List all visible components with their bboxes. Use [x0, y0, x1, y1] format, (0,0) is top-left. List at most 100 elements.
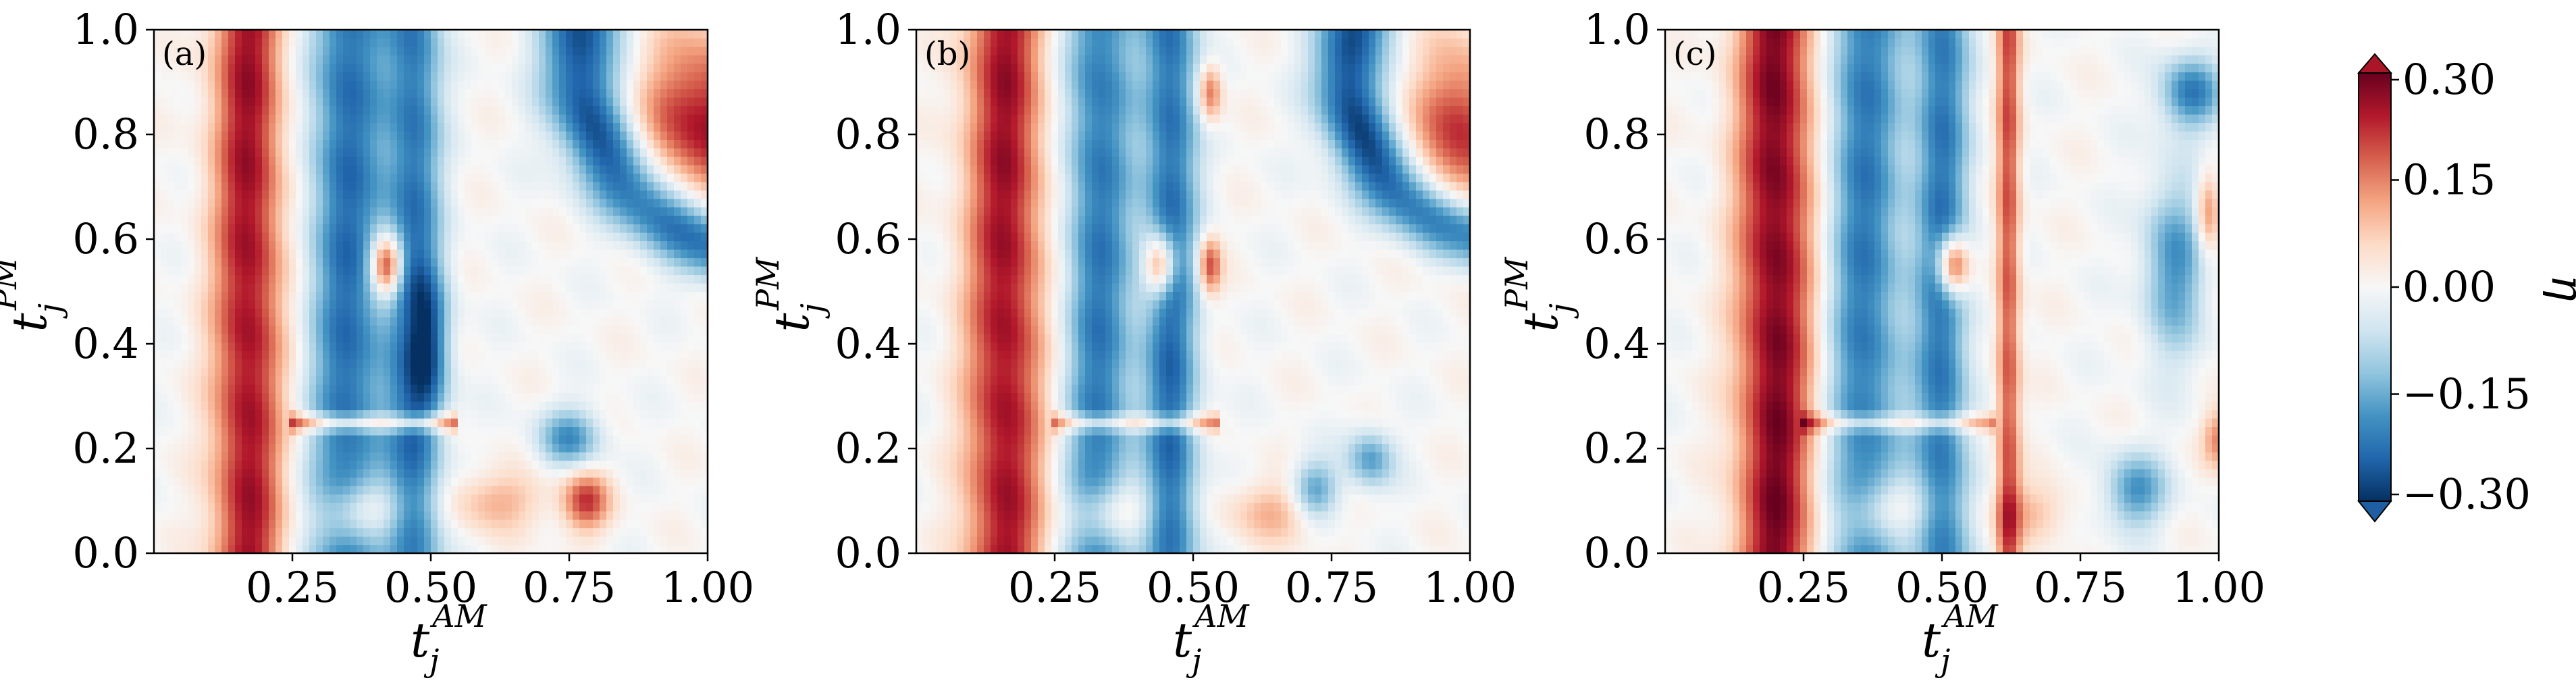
heatmap-cell [363, 274, 371, 284]
heatmap-cell [573, 215, 580, 225]
heatmap-cell [566, 367, 573, 377]
heatmap-cell [215, 165, 222, 174]
heatmap-cell [573, 351, 580, 360]
heatmap-cell [384, 503, 391, 512]
heatmap-cell [411, 148, 418, 157]
heatmap-cell [525, 528, 533, 537]
heatmap-cell [600, 215, 607, 225]
heatmap-cell [640, 392, 648, 402]
heatmap-cell [215, 114, 222, 124]
heatmap-cell [593, 452, 600, 461]
heatmap-cell [397, 460, 404, 469]
heatmap-cell [559, 131, 567, 140]
heatmap-cell [559, 452, 567, 461]
heatmap-cell [498, 494, 506, 503]
heatmap-cell [154, 342, 161, 351]
heatmap-cell [323, 80, 330, 90]
heatmap-cell [397, 300, 404, 309]
heatmap-cell [377, 376, 384, 385]
heatmap-cell [181, 418, 188, 428]
heatmap-cell [235, 367, 242, 377]
heatmap-cell [208, 257, 215, 267]
heatmap-cell [208, 30, 215, 39]
heatmap-cell [248, 392, 256, 402]
heatmap-cell [485, 460, 492, 469]
heatmap-cell [303, 511, 310, 520]
heatmap-cell [687, 47, 695, 56]
heatmap-cell [579, 257, 587, 267]
heatmap-cell [512, 384, 519, 394]
heatmap-cell [404, 240, 411, 250]
heatmap-cell [323, 519, 330, 529]
heatmap-cell [397, 232, 404, 242]
heatmap-cell [269, 452, 276, 461]
heatmap-cell [525, 300, 533, 309]
heatmap-cell [228, 165, 236, 174]
heatmap-cell [627, 401, 634, 411]
heatmap-cell [687, 72, 695, 81]
heatmap-cell [660, 38, 668, 47]
heatmap-cell [248, 80, 256, 90]
heatmap-cell [471, 249, 479, 259]
heatmap-cell [275, 486, 283, 495]
heatmap-cell [633, 528, 641, 537]
heatmap-cell [221, 317, 229, 326]
heatmap-cell [573, 477, 580, 486]
heatmap-cell [431, 325, 438, 334]
heatmap-cell [221, 257, 229, 267]
heatmap-cell [586, 367, 594, 377]
heatmap-cell [471, 300, 479, 309]
heatmap-cell [654, 528, 661, 537]
heatmap-cell [181, 460, 188, 469]
heatmap-cell [566, 114, 573, 124]
heatmap-cell [397, 114, 404, 124]
heatmap-cell [248, 308, 256, 317]
heatmap-cell [296, 257, 303, 267]
heatmap-cell [667, 435, 675, 444]
heatmap-cell [221, 240, 229, 250]
heatmap-cell [465, 148, 472, 157]
heatmap-cell [194, 182, 202, 191]
heatmap-cell [613, 266, 621, 276]
heatmap-cell [478, 418, 485, 428]
heatmap-cell [620, 47, 627, 56]
heatmap-cell [235, 334, 242, 343]
heatmap-cell [654, 494, 661, 503]
heatmap-cell [681, 308, 688, 317]
heatmap-cell [357, 544, 364, 554]
heatmap-cell [546, 342, 553, 351]
heatmap-cell [606, 477, 614, 486]
heatmap-cell [357, 232, 364, 242]
heatmap-cell [593, 97, 600, 107]
heatmap-cell [357, 165, 364, 174]
heatmap-cell [647, 401, 654, 411]
heatmap-cell [694, 291, 702, 301]
heatmap-cell [444, 384, 452, 394]
heatmap-cell [248, 486, 256, 495]
heatmap-cell [248, 274, 256, 284]
heatmap-cell [566, 207, 573, 216]
heatmap-cell [255, 114, 263, 124]
heatmap-cell [498, 257, 506, 267]
heatmap-cell [269, 97, 276, 107]
heatmap-cell [512, 376, 519, 385]
heatmap-cell [384, 88, 391, 98]
heatmap-cell [627, 308, 634, 317]
heatmap-cell [512, 63, 519, 73]
heatmap-cell [640, 182, 648, 191]
heatmap-cell [660, 317, 668, 326]
heatmap-cell [221, 80, 229, 90]
heatmap-cell [404, 418, 411, 428]
heatmap-cell [377, 266, 384, 276]
heatmap-cell [647, 351, 654, 360]
heatmap-cell [586, 249, 594, 259]
heatmap-cell [417, 359, 425, 368]
heatmap-cell [384, 359, 391, 368]
heatmap-cell [505, 182, 512, 191]
heatmap-cell [316, 72, 323, 81]
heatmap-cell [242, 240, 249, 250]
heatmap-cell [377, 452, 384, 461]
heatmap-cell [194, 165, 202, 174]
heatmap-cell [498, 97, 506, 107]
heatmap-cell [478, 131, 485, 140]
